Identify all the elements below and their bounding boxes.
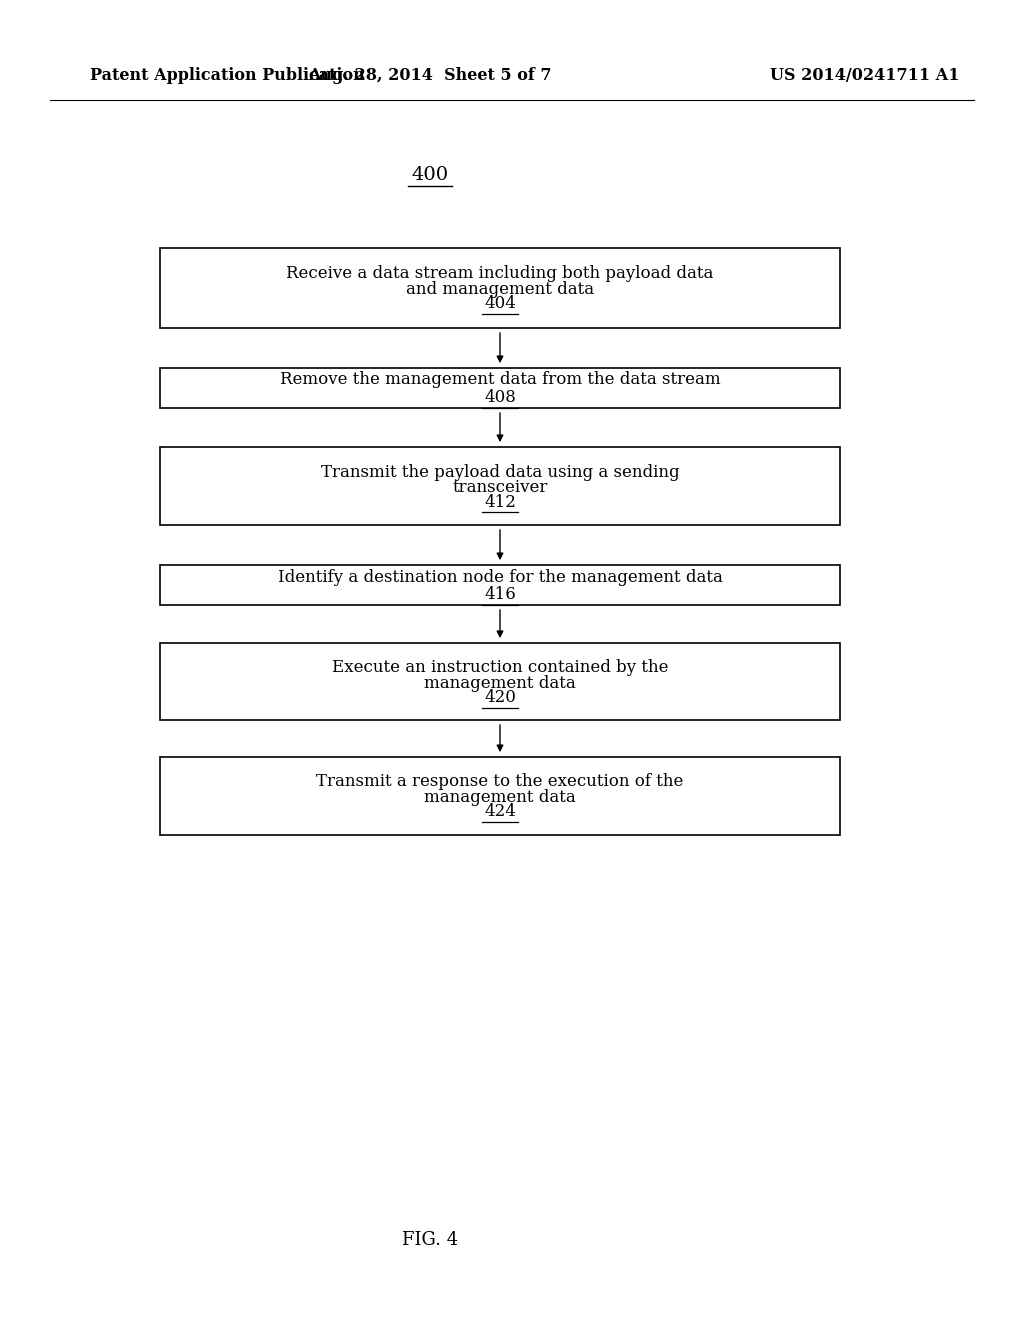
Text: FIG. 4: FIG. 4 <box>402 1232 458 1249</box>
Bar <box>160 643 840 719</box>
Text: 412: 412 <box>484 494 516 511</box>
Text: Transmit a response to the execution of the: Transmit a response to the execution of … <box>316 774 684 791</box>
Text: Execute an instruction contained by the: Execute an instruction contained by the <box>332 659 669 676</box>
Bar <box>160 248 840 327</box>
Text: Identify a destination node for the management data: Identify a destination node for the mana… <box>278 569 723 586</box>
Text: 404: 404 <box>484 296 516 313</box>
Text: Patent Application Publication: Patent Application Publication <box>90 66 365 83</box>
Bar <box>160 756 840 836</box>
Bar <box>160 565 840 605</box>
Bar <box>160 447 840 525</box>
Text: Transmit the payload data using a sending: Transmit the payload data using a sendin… <box>321 463 679 480</box>
Text: 420: 420 <box>484 689 516 706</box>
Bar <box>160 368 840 408</box>
Text: management data: management data <box>424 675 575 692</box>
Text: 416: 416 <box>484 586 516 603</box>
Text: 424: 424 <box>484 804 516 821</box>
Text: transceiver: transceiver <box>453 479 548 496</box>
Text: and management data: and management data <box>406 281 594 298</box>
Text: Remove the management data from the data stream: Remove the management data from the data… <box>280 371 720 388</box>
Text: 408: 408 <box>484 389 516 407</box>
Text: 400: 400 <box>412 166 449 183</box>
Text: Aug. 28, 2014  Sheet 5 of 7: Aug. 28, 2014 Sheet 5 of 7 <box>308 66 552 83</box>
Text: Receive a data stream including both payload data: Receive a data stream including both pay… <box>287 265 714 282</box>
Text: management data: management data <box>424 789 575 807</box>
Text: US 2014/0241711 A1: US 2014/0241711 A1 <box>770 66 961 83</box>
